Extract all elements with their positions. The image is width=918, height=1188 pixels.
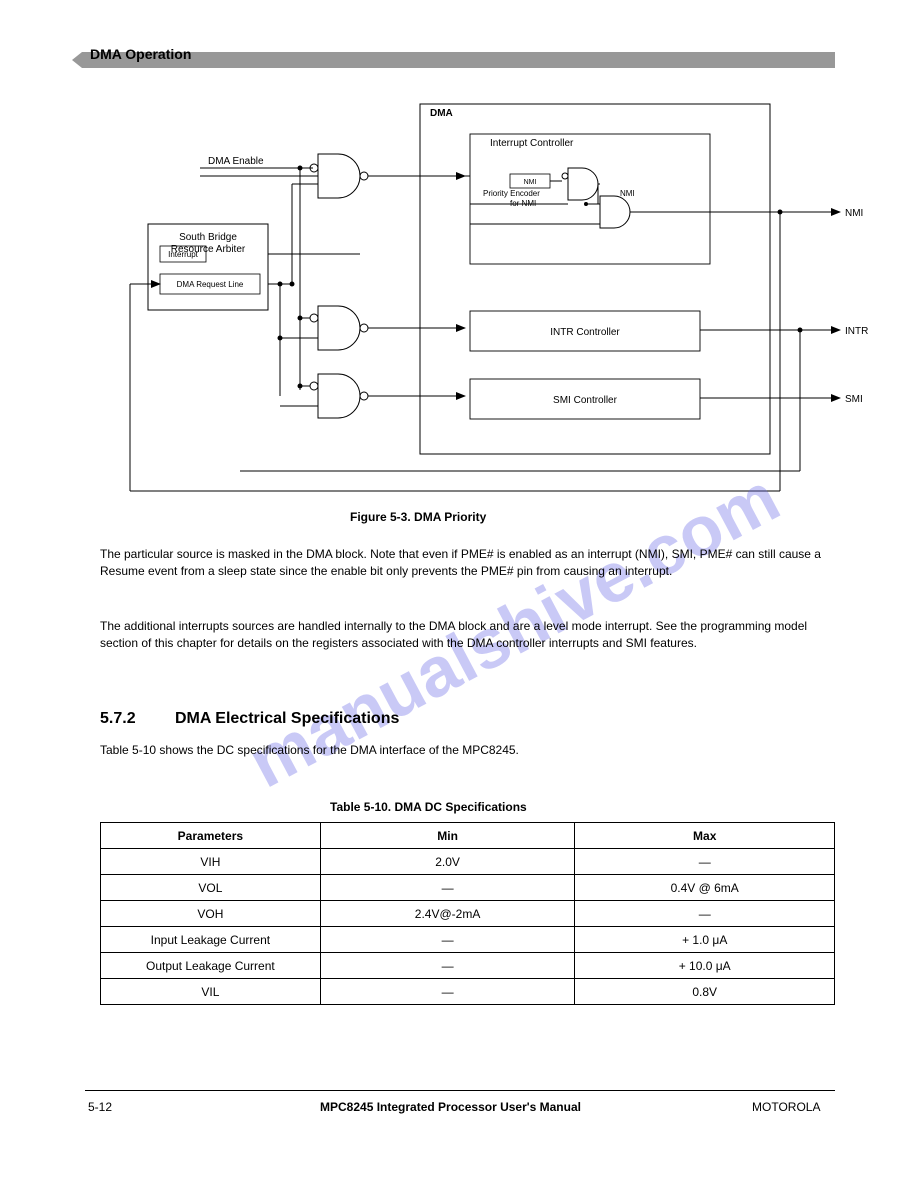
table-caption-num: Table 5-10. xyxy=(330,800,391,814)
table-row: VIL—0.8V xyxy=(101,979,835,1005)
sb-arbiter-title-1: South Bridge xyxy=(179,232,237,243)
table-cell: 0.8V xyxy=(575,979,835,1005)
section-number: 5.7.2 xyxy=(100,710,136,728)
svg-text:Priority Encoder: Priority Encoder xyxy=(483,189,540,198)
table-cell: VIH xyxy=(101,849,321,875)
table-caption-text: DMA DC Specifications xyxy=(394,800,526,814)
table-row: VOL—0.4V @ 6mA xyxy=(101,875,835,901)
interrupt-label: Interrupt xyxy=(168,250,199,259)
footer-center: MPC8245 Integrated Processor User's Manu… xyxy=(320,1100,581,1114)
nmi-out: NMI xyxy=(845,208,863,219)
dma-enable-label: DMA Enable xyxy=(208,156,264,167)
paragraph-1: The particular source is masked in the D… xyxy=(100,546,835,581)
col-parameters: Parameters xyxy=(101,823,321,849)
table-cell: — xyxy=(320,979,575,1005)
table-cell: — xyxy=(320,875,575,901)
col-min: Min xyxy=(320,823,575,849)
figure-caption-num: Figure 5-3. xyxy=(350,510,411,524)
table-cell: VOL xyxy=(101,875,321,901)
table-cell: — xyxy=(575,849,835,875)
dma-priority-diagram: South Bridge Resource Arbiter Interrupt … xyxy=(100,96,887,516)
table-cell: — xyxy=(575,901,835,927)
table-row: VIH2.0V— xyxy=(101,849,835,875)
table-cell: — xyxy=(320,927,575,953)
dma-req-label: DMA Request Line xyxy=(177,280,244,289)
table-cell: — xyxy=(320,953,575,979)
table-cell: 2.4V@-2mA xyxy=(320,901,575,927)
smi-controller-box: SMI Controller xyxy=(553,395,618,406)
table-cell: + 10.0 μA xyxy=(575,953,835,979)
smi-out: SMI xyxy=(845,394,863,405)
table-row: Input Leakage Current—+ 1.0 μA xyxy=(101,927,835,953)
figure-5-3: South Bridge Resource Arbiter Interrupt … xyxy=(100,96,887,516)
table-header-row: Parameters Min Max xyxy=(101,823,835,849)
paragraph-2: The additional interrupts sources are ha… xyxy=(100,618,835,653)
intr-controller-box: INTR Controller xyxy=(550,327,620,338)
nmi-priority-small: NMI xyxy=(524,179,537,186)
table-ref: Table 5-10 xyxy=(100,743,156,757)
svg-text:NMI: NMI xyxy=(620,189,635,198)
table-cell: VIL xyxy=(101,979,321,1005)
col-max: Max xyxy=(575,823,835,849)
table-cell: Output Leakage Current xyxy=(101,953,321,979)
footer-right: MOTOROLA xyxy=(752,1100,820,1114)
footer-left: 5-12 xyxy=(88,1100,112,1114)
table-cell: Input Leakage Current xyxy=(101,927,321,953)
dma-label: DMA xyxy=(430,108,453,119)
intr-out: INTR xyxy=(845,326,868,337)
table-row: Output Leakage Current—+ 10.0 μA xyxy=(101,953,835,979)
header-section: DMA Operation xyxy=(90,46,191,62)
figure-caption-text: DMA Priority xyxy=(414,510,486,524)
table-cell: 0.4V @ 6mA xyxy=(575,875,835,901)
dc-spec-table: Parameters Min Max VIH2.0V—VOL—0.4V @ 6m… xyxy=(100,822,835,1005)
table-cell: VOH xyxy=(101,901,321,927)
table-row: VOH2.4V@-2mA— xyxy=(101,901,835,927)
table-cell: + 1.0 μA xyxy=(575,927,835,953)
section-title: DMA Electrical Specifications xyxy=(175,710,399,728)
intr-ctrl-title: Interrupt Controller xyxy=(490,138,574,149)
table-cell: 2.0V xyxy=(320,849,575,875)
